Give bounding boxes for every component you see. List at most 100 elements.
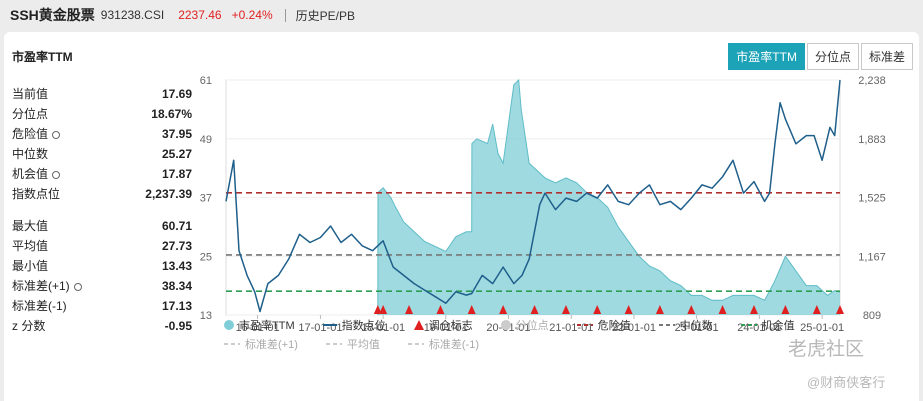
legend-mean[interactable]: 平均值 [325,336,380,352]
legend-rebalance-label: 调仓标志 [428,320,473,332]
stat-label: 标准差(+1) [12,276,82,296]
legend-median[interactable]: 中位数 [658,317,713,333]
stat-label-text: 分位点 [12,107,49,121]
legend-std-plus[interactable]: 标准差(+1) [224,336,298,352]
stat-value: -0.95 [164,319,192,333]
stat-label: 最大值 [12,216,48,236]
legend-std-plus-label: 标准差(+1) [245,339,298,351]
legend-index[interactable]: 指数点位 [322,317,386,333]
stat-value: 37.95 [161,127,192,141]
rebalance-marker [749,305,758,314]
stat-label-text: 中位数 [12,147,49,161]
stat-row: 最小值 13.43 [12,256,192,276]
stat-label: z 分数 [12,316,45,336]
rebalance-marker [593,305,602,314]
legend-danger[interactable]: 危险值 [576,317,631,333]
stat-value: 13.43 [161,259,192,273]
x-tick-label: 18-01-01 [361,322,405,334]
index-price: 2237.46 [178,8,222,22]
x-tick-label: 22-01-01 [612,322,656,334]
rebalance-marker [624,305,633,314]
y-left-tick-label: 25 [200,251,212,263]
rebalance-marker [812,305,821,314]
y-right-tick-label: 809 [863,310,881,322]
rebalance-marker [467,305,476,314]
y-left-tick-label: 61 [200,75,212,87]
x-tick-label: 23-01-01 [675,322,719,334]
rebalance-marker [379,305,388,314]
legend-chance-label: 机会值 [761,320,795,332]
gear-icon[interactable] [52,131,61,139]
x-tick-label: 16-01-01 [236,322,280,334]
y-right-tick-label: 1,525 [858,193,886,205]
rebalance-marker [373,305,382,314]
tab-std-dev[interactable]: 标准差 [860,43,913,70]
stat-label: 最小值 [12,256,48,276]
rebalance-marker [436,305,445,314]
gear-icon[interactable] [73,283,82,291]
legend-percentile[interactable]: 分位点 [500,317,549,333]
rebalance-marker [405,305,414,314]
legend-std-minus[interactable]: 标准差(-1) [407,336,479,352]
stat-row: 当前值 17.69 [12,84,192,104]
stat-label-text: 最大值 [12,219,49,233]
legend-row-1: 市盈率TTM 指数点位 调仓标志 分位点 危险值 中位数 机会值 [224,317,823,333]
stat-label: 当前值 [12,84,48,104]
tab-percentile[interactable]: 分位点 [806,43,859,70]
stat-row: 标准差(-1) 17.13 [12,296,192,316]
legend-std-minus-label: 标准差(-1) [428,339,479,351]
stat-label-text: 机会值 [12,167,49,181]
watermark-community: 老虎社区 [788,339,865,360]
index-name: SSH黄金股票 [10,7,95,23]
pe-line [377,78,841,316]
stat-label: 中位数 [12,144,48,164]
tab-pe-ttm[interactable]: 市盈率TTM [728,43,805,70]
y-left-tick-label: 37 [200,193,212,205]
stat-row: 中位数 25.27 [12,144,192,164]
stat-value: 17.87 [161,167,192,181]
rebalance-marker [530,305,539,314]
stat-value: 38.34 [161,279,192,293]
pe-area [377,80,840,315]
legend-pe-ttm-label: 市盈率TTM [239,320,295,332]
rebalance-marker [687,305,696,314]
stat-label-text: 当前值 [12,87,49,101]
gear-icon[interactable] [52,171,61,179]
stat-label-text: 指数点位 [12,187,61,201]
legend-danger-label: 危险值 [597,320,631,332]
stat-value: 17.69 [161,87,192,101]
stat-row: z 分数 -0.95 [12,316,192,336]
rebalance-marker [655,305,664,314]
legend-pe-ttm[interactable]: 市盈率TTM [224,317,295,333]
legend-index-label: 指数点位 [341,320,386,332]
stat-row: 分位点 18.67% [12,104,192,124]
stat-label: 机会值 [12,164,61,184]
stat-row: 危险值 37.95 [12,124,192,144]
legend-percentile-label: 分位点 [515,320,549,332]
stat-label-text: 平均值 [12,239,49,253]
stat-label-text: 标准差(-1) [12,299,67,313]
index-code: 931238.CSI [100,8,165,22]
stat-row: 平均值 27.73 [12,236,192,256]
x-tick-label: 21-01-01 [549,322,593,334]
stat-label: 标准差(-1) [12,296,67,316]
stat-label-text: z 分数 [12,319,46,333]
stats-list: 当前值 17.69 分位点 18.67% 危险值 37.95 中位数 25.27 机会值 17.8… [12,84,192,336]
stat-value: 27.73 [161,239,192,253]
legend-rebalance[interactable]: 调仓标志 [413,317,473,333]
stat-label-text: 标准差(+1) [12,279,70,293]
legend-chance[interactable]: 机会值 [740,317,795,333]
stat-row: 指数点位 2,237.39 [12,184,192,204]
y-left-tick-label: 13 [200,310,212,322]
stat-label-text: 危险值 [12,127,49,141]
legend-median-label: 中位数 [679,320,713,332]
rebalance-marker [499,305,508,314]
watermark-author: @财商侠客行 [807,375,886,390]
history-pe-pb-tab[interactable]: 历史PE/PB [295,8,355,23]
index-change: +0.24% [231,8,273,22]
rebalance-marker [561,305,570,314]
legend-row-2: 标准差(+1) 平均值 标准差(-1) [224,336,507,352]
stat-row: 机会值 17.87 [12,164,192,184]
stat-label: 分位点 [12,104,48,124]
